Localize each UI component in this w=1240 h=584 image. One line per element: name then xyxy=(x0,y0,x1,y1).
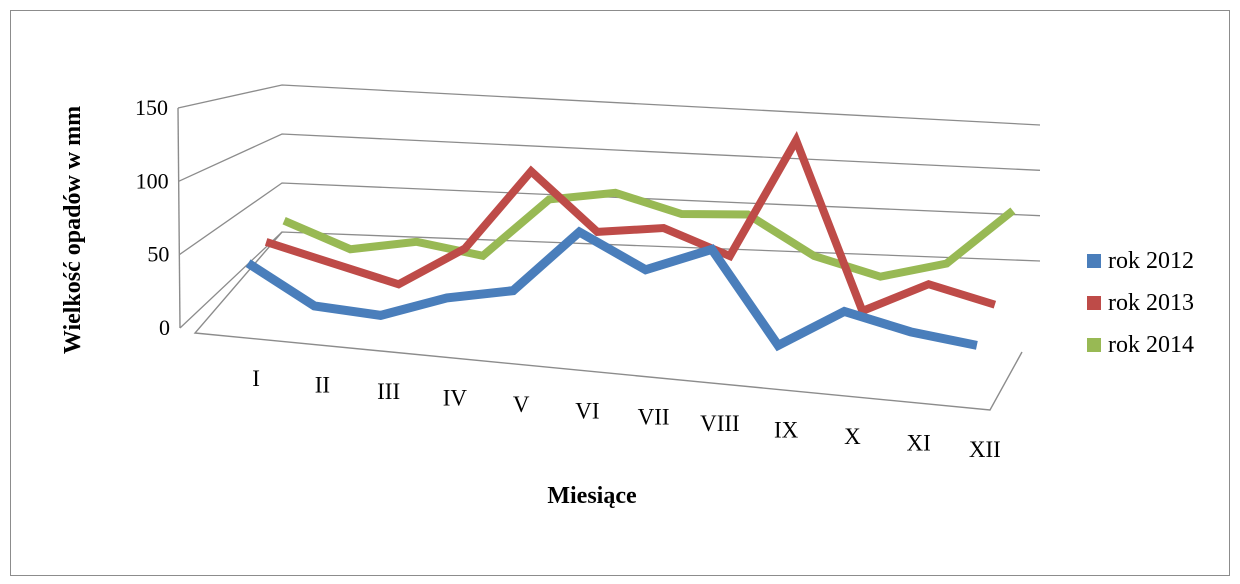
series-line-rok-2014 xyxy=(282,188,1016,281)
legend-label: rok 2014 xyxy=(1108,332,1194,358)
y-tick-label: 100 xyxy=(136,168,169,193)
x-tick-label: VIII xyxy=(700,411,740,436)
y-axis-title: Wielkość opadów w mm xyxy=(60,106,86,354)
gridlines xyxy=(177,84,1041,329)
x-tick-label: XI xyxy=(906,430,930,455)
legend-label: rok 2012 xyxy=(1108,248,1194,274)
chart-frame xyxy=(10,10,1230,576)
x-tick-label: X xyxy=(844,424,861,449)
x-tick-label: XII xyxy=(969,437,1001,462)
gridline xyxy=(178,133,1041,182)
x-axis-ticks: I II III IV V VI VII VIII IX X XI XII xyxy=(252,366,1001,462)
x-tick-label: VII xyxy=(638,405,670,430)
x-tick-label: IX xyxy=(774,418,799,443)
x-tick-label: IV xyxy=(443,385,468,410)
y-axis-line xyxy=(177,107,181,329)
legend-swatch xyxy=(1087,254,1101,268)
gridline xyxy=(177,84,1041,126)
series-lines xyxy=(245,131,1016,352)
y-axis-ticks: 0 50 100 150 xyxy=(135,95,170,340)
legend: rok 2012 rok 2013 rok 2014 xyxy=(1087,248,1194,358)
floor-outline xyxy=(193,231,1023,411)
y-tick-label: 0 xyxy=(159,315,170,340)
series-line-rok-2013 xyxy=(264,131,997,317)
y-tick-label: 50 xyxy=(147,242,169,267)
x-tick-label: I xyxy=(252,366,260,391)
x-tick-label: V xyxy=(513,392,530,417)
legend-label: rok 2013 xyxy=(1108,290,1194,316)
gridline xyxy=(179,231,1041,329)
x-tick-label: II xyxy=(315,373,330,398)
x-tick-label: III xyxy=(377,379,400,404)
chart-walls xyxy=(177,107,1023,411)
series-line-rok-2012 xyxy=(245,226,978,352)
legend-swatch xyxy=(1087,338,1101,352)
x-axis-title: Miesiące xyxy=(547,483,637,509)
x-tick-label: VI xyxy=(575,398,599,423)
gridline xyxy=(178,182,1041,256)
y-tick-label: 150 xyxy=(135,95,168,120)
legend-swatch xyxy=(1087,296,1101,310)
